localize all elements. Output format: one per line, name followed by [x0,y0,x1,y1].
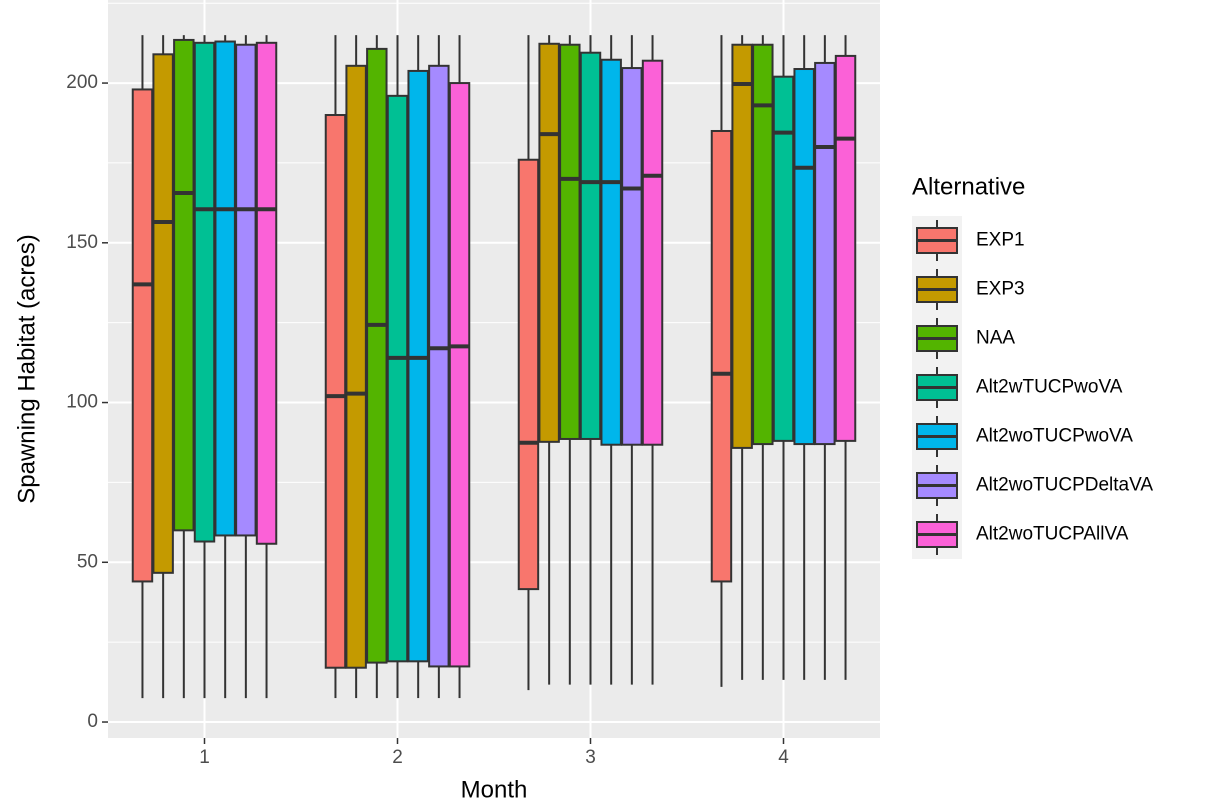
x-tick-label: 1 [199,747,210,768]
legend-label: Alt2woTUCPAllVA [976,524,1129,545]
box [600,58,622,446]
x-tick-label: 4 [778,747,789,768]
box [579,51,602,440]
legend-label: Alt2woTUCPwoVA [976,426,1133,447]
box [366,47,388,664]
y-tick-label: 200 [66,72,98,93]
box [752,43,774,446]
box [173,38,195,532]
x-tick-label: 3 [585,747,596,768]
y-tick-label: 150 [66,232,98,253]
box [235,43,257,537]
box [559,43,581,440]
box [517,158,540,591]
legend-label: EXP3 [976,279,1025,300]
legend-label: Alt2woTUCPDeltaVA [976,475,1153,496]
legend-label: NAA [976,328,1015,349]
box [407,69,429,663]
box [834,54,857,442]
box [428,64,450,668]
x-tick-label: 2 [392,747,403,768]
box [814,61,836,446]
box [448,82,471,668]
legend-title: Alternative [912,173,1025,200]
y-tick-label: 100 [66,392,98,413]
box [324,114,347,669]
box [621,67,643,446]
box [255,41,278,545]
x-axis-title: Month [461,776,528,803]
y-tick-label: 50 [77,551,98,572]
box [538,42,560,443]
legend-label: EXP1 [976,230,1025,251]
box [193,41,216,543]
box [793,68,815,446]
legend-label: Alt2wTUCPwoVA [976,377,1123,398]
box [641,59,664,446]
box [386,94,409,663]
box [152,53,174,574]
box [131,88,154,583]
box [772,75,795,442]
box [731,43,753,449]
box [214,40,236,537]
box [710,129,733,583]
box [345,64,367,669]
y-tick-label: 0 [87,711,98,732]
y-axis-title: Spawning Habitat (acres) [13,234,40,503]
